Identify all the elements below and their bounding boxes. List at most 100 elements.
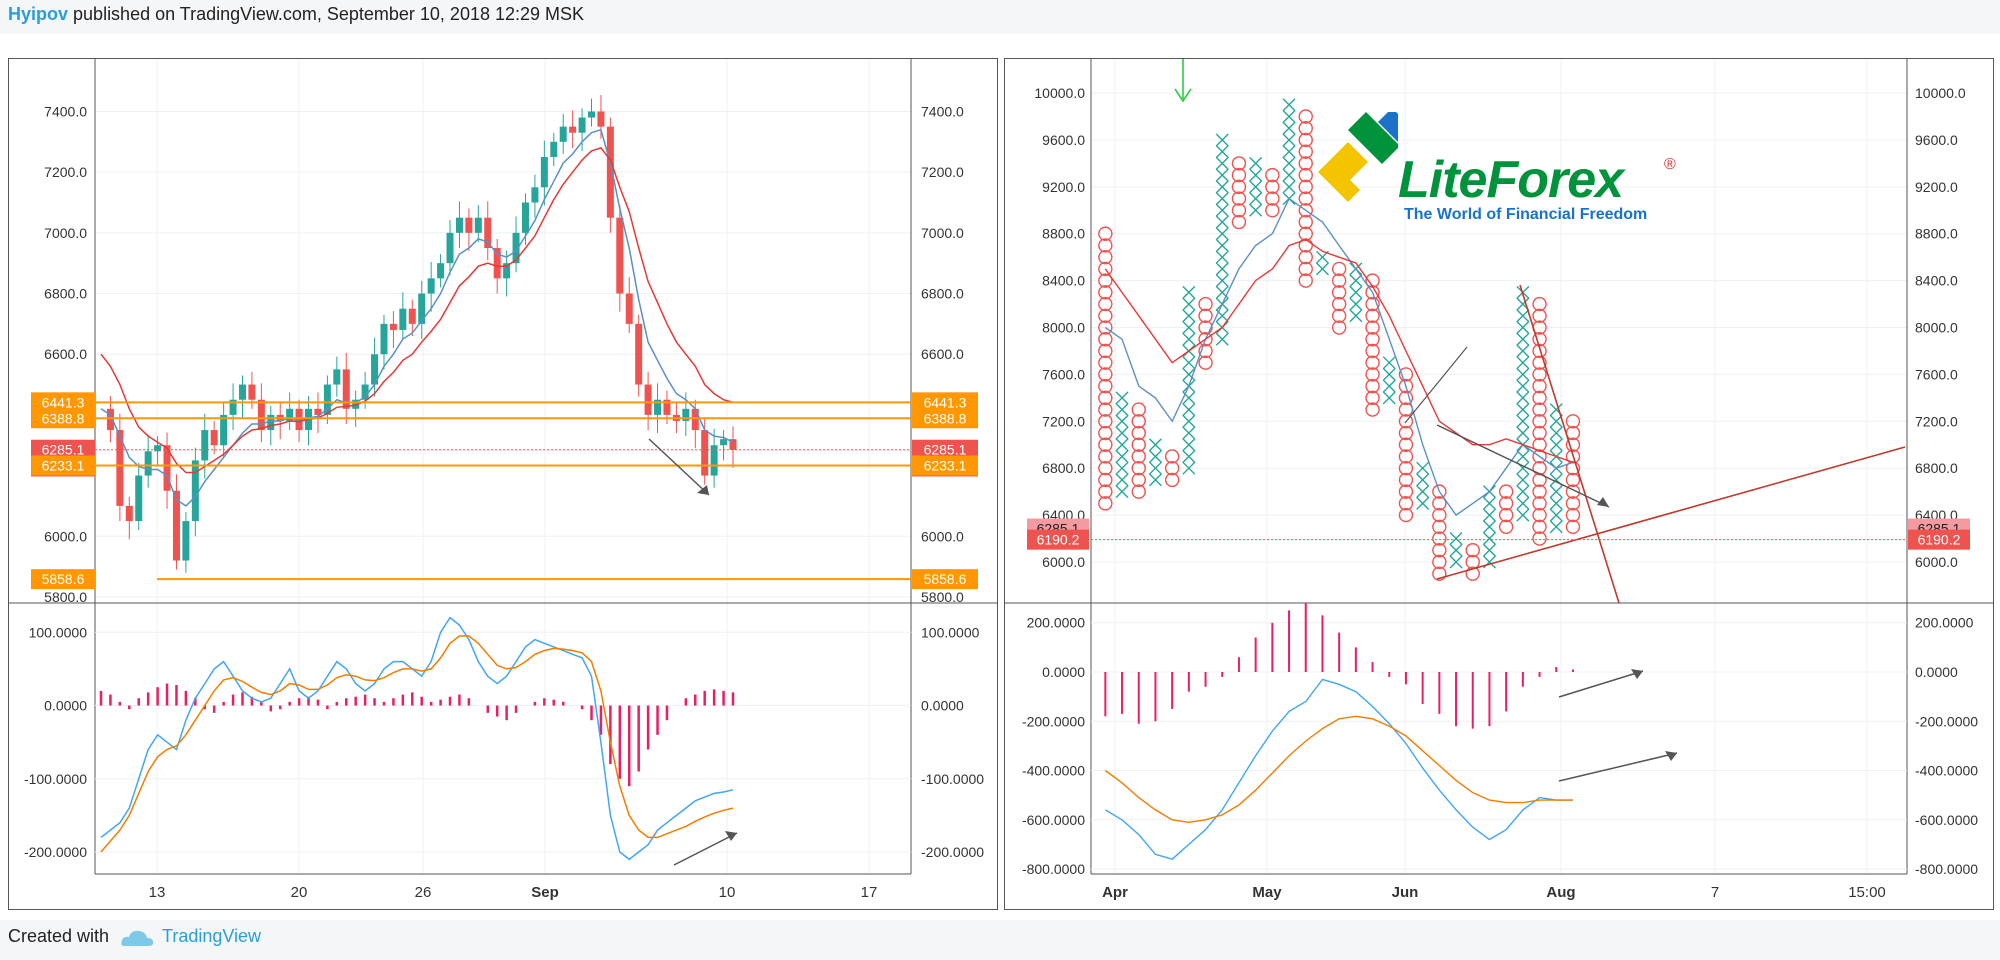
candle-body [229, 399, 237, 415]
pnf-o-box [1198, 355, 1213, 370]
pnf-o-box [1398, 390, 1414, 406]
pnf-o-box [1098, 414, 1113, 429]
candle-body [182, 521, 190, 561]
y-tick-label-right: 7400.0 [921, 103, 964, 119]
pnf-o-box [1432, 543, 1447, 558]
pnf-x-box [1516, 473, 1530, 487]
pnf-o-box [1098, 472, 1113, 488]
y-tick-label-right: 6600.0 [921, 346, 964, 362]
candle-body [588, 111, 596, 118]
pnf-o-box [1198, 296, 1213, 312]
pnf-x-box [1482, 543, 1496, 557]
y-tick-label-left: 7400.0 [44, 103, 87, 119]
level-tag-right-text: 6285.1 [924, 442, 967, 458]
pnf-x-box [1282, 156, 1296, 170]
pnf-x-box [1516, 344, 1530, 358]
macd-line [100, 616, 734, 861]
y-tick-label-right: 8400.0 [1915, 273, 1958, 289]
y-tick-label-left: 100.0000 [29, 624, 88, 640]
pnf-x-box [1282, 133, 1296, 147]
pnf-x-box [1215, 250, 1229, 264]
candle-body [361, 384, 369, 400]
pnf-x-box [1182, 297, 1196, 311]
pnf-o-box [1265, 179, 1280, 195]
level-tag-left-text: 5858.6 [42, 571, 85, 587]
right-chart-svg[interactable]: Apr May Jun Aug 7 15:00 10000.0 10000.0 9600.0 96… [1005, 59, 1993, 909]
pnf-o-box [1198, 320, 1213, 335]
pnf-o-box [1432, 484, 1447, 499]
candle-body [116, 430, 124, 506]
pnf-x-box [1382, 367, 1396, 381]
pnf-o-box [1465, 543, 1480, 558]
level-tag-right [912, 408, 978, 429]
pnf-x-box [1516, 356, 1530, 370]
pnf-o-box [1331, 285, 1347, 300]
y-tick-label-left: -200.0000 [1022, 713, 1085, 729]
candle-body [682, 408, 690, 421]
right-chart-panel: Apr May Jun Aug 7 15:00 10000.0 10000.0 9600.0 96… [1004, 58, 1994, 910]
pnf-x-box [1416, 496, 1430, 510]
pnf-o-box [1098, 496, 1113, 511]
pnf-x-box [1282, 180, 1296, 194]
candle-body [465, 217, 473, 233]
y-tick-label-left: -400.0000 [1022, 763, 1085, 779]
candle-body [408, 308, 416, 324]
pnf-x-box [1516, 367, 1530, 381]
y-tick-label-right: 7200.0 [921, 164, 964, 180]
candle-body [493, 248, 501, 279]
y-tick-label-left: 6000.0 [1042, 554, 1085, 570]
candle-body [201, 430, 209, 461]
left-chart-svg[interactable]: 13 20 26 Sep 10 17 7400.0 7400.0 7200.0 7200.0 700… [9, 59, 997, 909]
author-link[interactable]: Hyipov [8, 4, 69, 24]
pnf-x-box [1382, 356, 1396, 370]
y-tick-label-right: 0.0000 [1915, 664, 1958, 680]
y-tick-label-left: 200.0000 [1027, 615, 1086, 631]
y-tick-label-left: -600.0000 [1022, 812, 1085, 828]
candle-body [106, 408, 114, 431]
y-tick-label-right: 5800.0 [921, 589, 964, 605]
pnf-o-box [1098, 425, 1113, 441]
level-tag-left [1027, 529, 1089, 550]
pnf-o-box [1098, 238, 1113, 253]
pnf-x-box [1416, 473, 1430, 487]
arrow-head [1597, 497, 1609, 507]
candle-body [484, 217, 492, 249]
pnf-o-box [1532, 531, 1547, 546]
pnf-x-box [1549, 496, 1563, 510]
pnf-x-box [1182, 367, 1196, 381]
pnf-o-box [1532, 308, 1547, 323]
pnf-o-box [1532, 507, 1547, 523]
pnf-o-box [1098, 378, 1113, 394]
candle-body [635, 323, 643, 385]
left-chart-panel: 13 20 26 Sep 10 17 7400.0 7400.0 7200.0 7200.0 700… [8, 58, 998, 910]
pnf-o-box [1131, 449, 1146, 464]
x-tick-label: Apr [1102, 884, 1128, 901]
pnf-o-box [1331, 296, 1347, 312]
pnf-o-box [1098, 273, 1113, 288]
pnf-o-box [1098, 249, 1113, 265]
y-tick-label-left: 10000.0 [1034, 85, 1085, 101]
pnf-o-box [1398, 484, 1414, 499]
pnf-x-box [1215, 227, 1229, 241]
pnf-x-box [1182, 285, 1196, 299]
pnf-o-box [1565, 507, 1581, 523]
pnf-o-box [1365, 402, 1380, 417]
y-tick-label-left: 7600.0 [1042, 366, 1085, 382]
candle-body [512, 232, 520, 264]
pnf-o-box [1432, 554, 1447, 570]
pnf-o-box [1098, 343, 1113, 359]
candle-body [569, 126, 577, 133]
tradingview-link[interactable]: TradingView [162, 926, 262, 946]
pnf-x-box [1182, 438, 1196, 452]
candle-body [191, 460, 199, 522]
y-tick-label-left: 9600.0 [1042, 132, 1085, 148]
candle-body [550, 141, 558, 157]
pnf-o-box [1131, 414, 1146, 429]
pnf-x-box [1416, 461, 1430, 475]
pnf-x-box [1182, 309, 1196, 323]
candle-body [616, 217, 624, 294]
pnf-o-box [1532, 484, 1547, 499]
pnf-o-box [1131, 484, 1146, 499]
x-tick-label: Jun [1392, 884, 1419, 901]
pnf-o-box [1098, 355, 1113, 370]
